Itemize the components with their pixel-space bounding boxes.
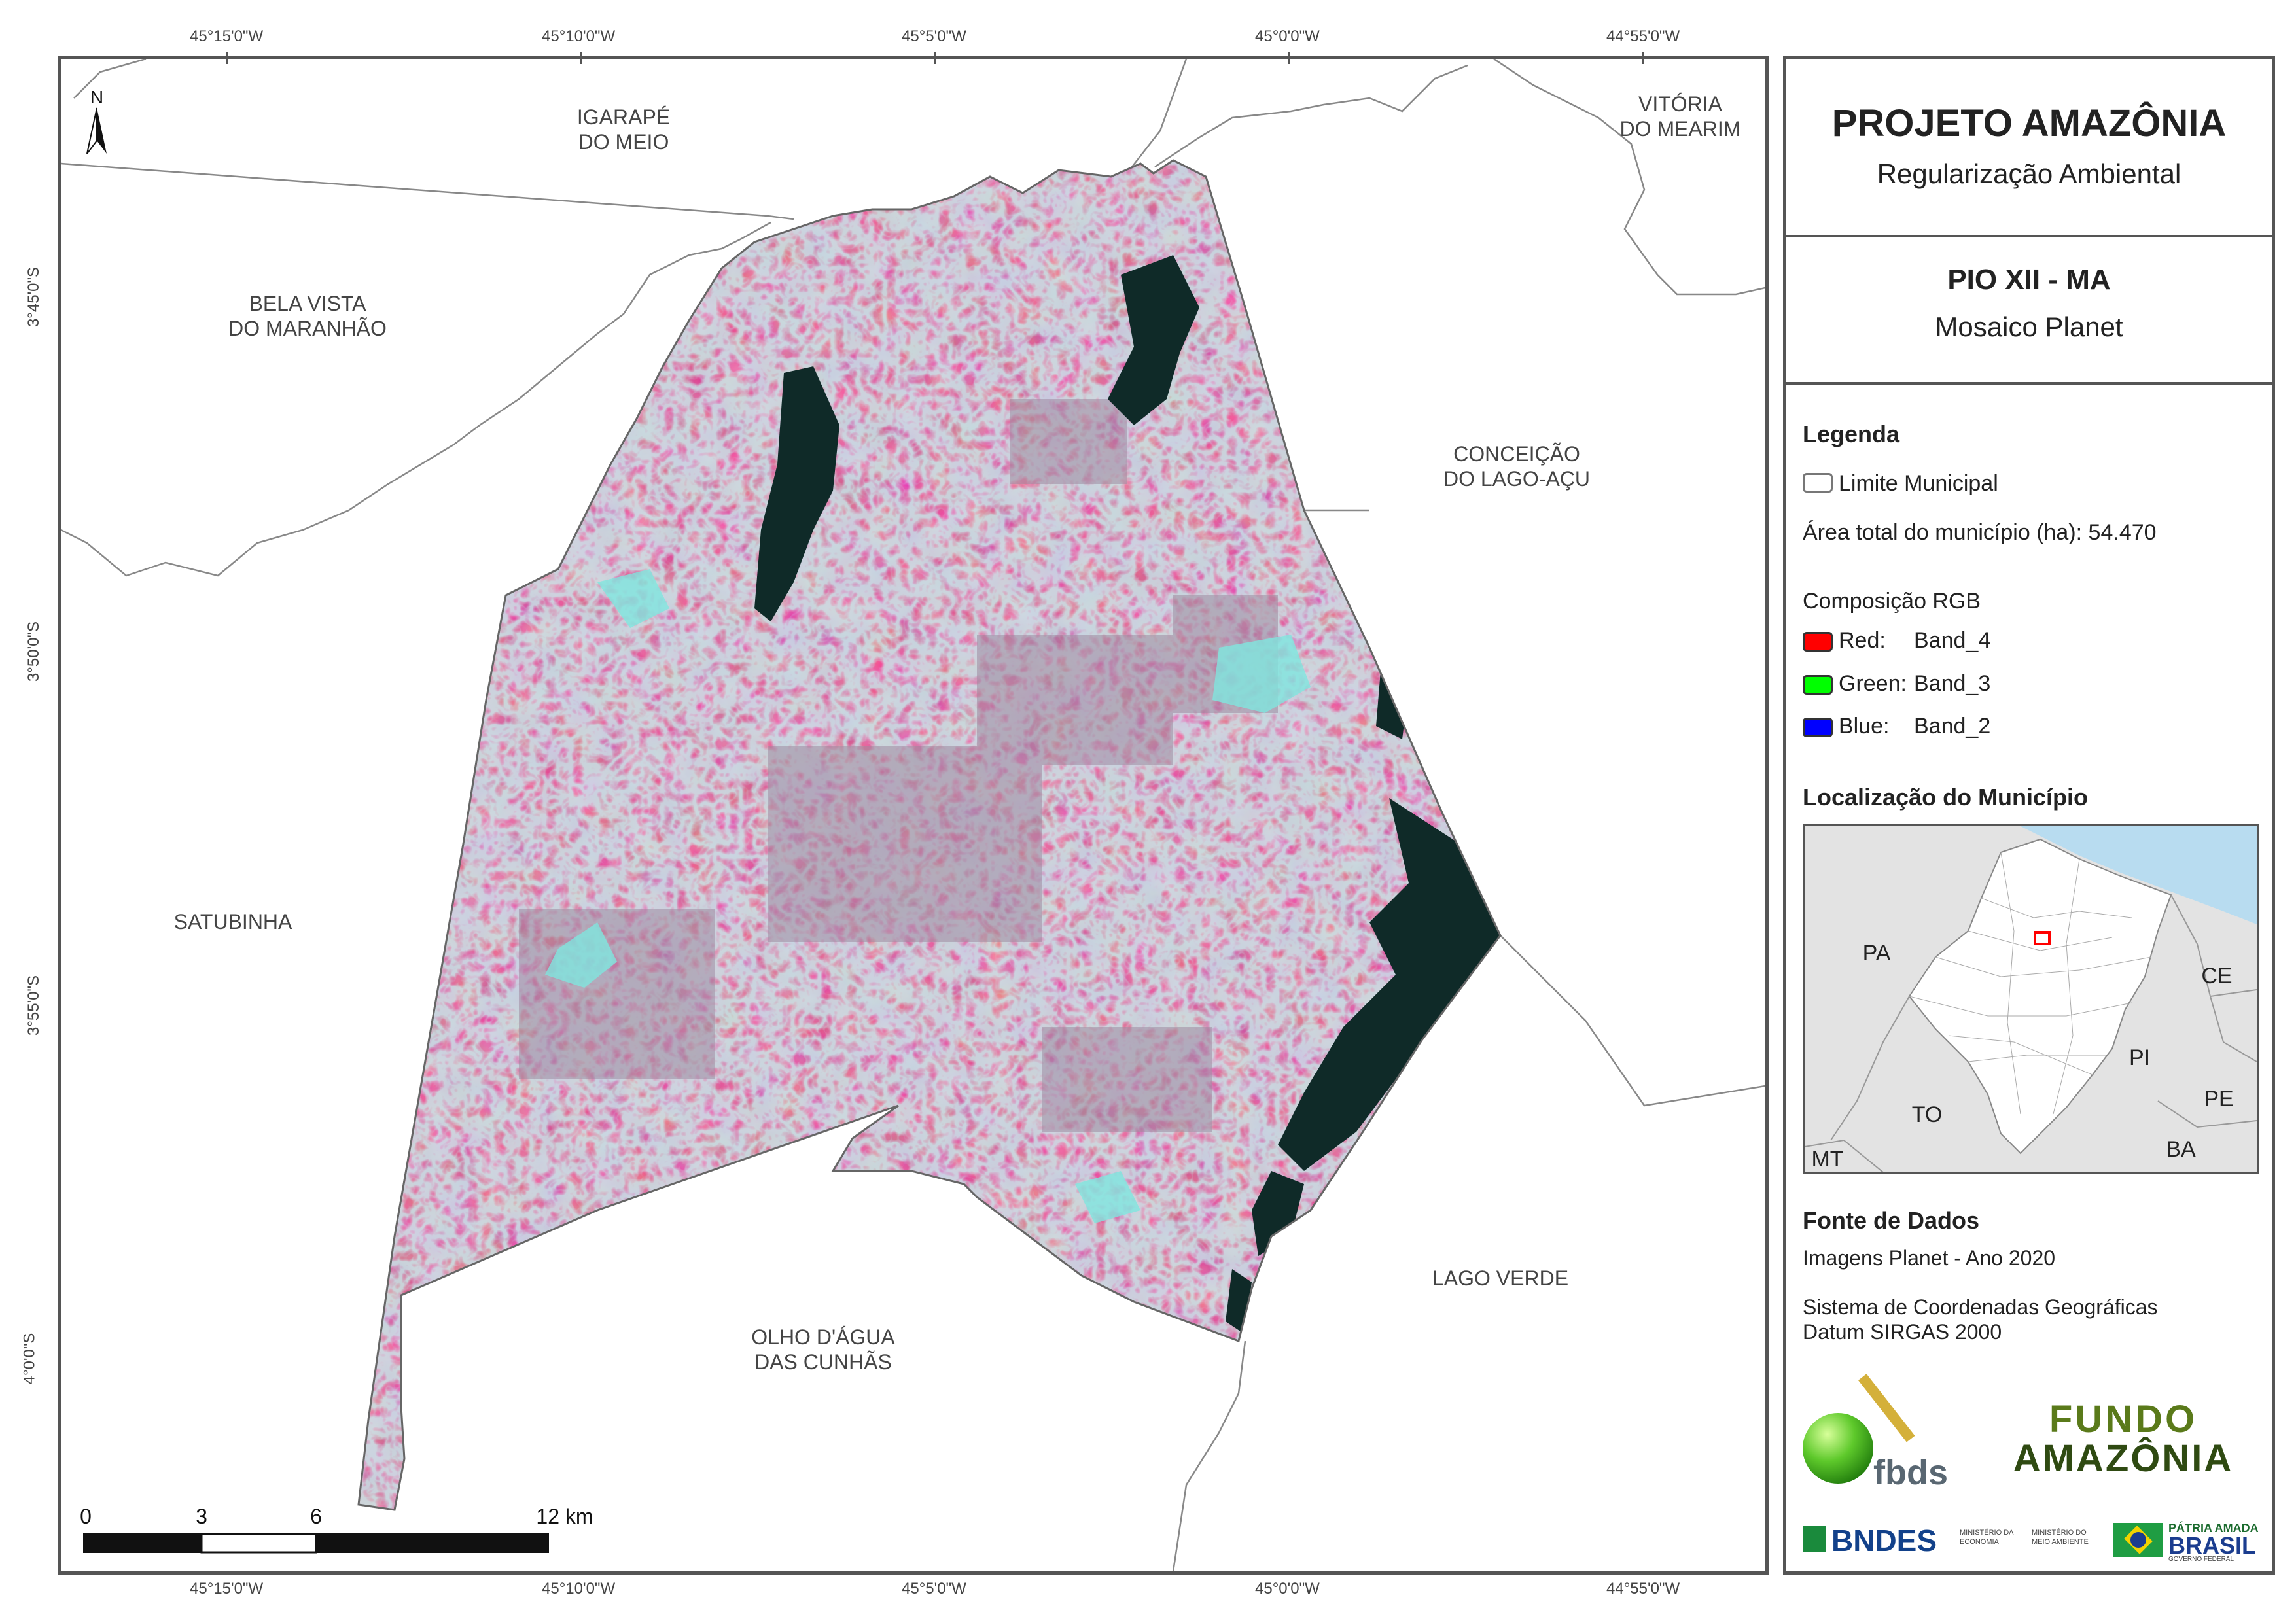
state-label-to: TO	[1912, 1102, 1943, 1127]
governo-federal-text: GOVERNO FEDERAL	[2168, 1556, 2234, 1563]
ministerio-meio-ambiente: MINISTÉRIO DO MEIO AMBIENTE	[2032, 1529, 2089, 1546]
coord-bottom-4: 45°0'0"W	[1255, 1580, 1320, 1597]
fonte-heading: Fonte de Dados	[1803, 1207, 1980, 1234]
green-channel-label: Green:	[1839, 671, 1907, 696]
bndes-icon	[1803, 1526, 1826, 1552]
coord-top-4: 45°0'0"W	[1255, 27, 1320, 45]
coord-left-2: 3°50'0"S	[25, 621, 43, 682]
area-total: Área total do município (ha): 54.470	[1803, 520, 2157, 545]
green-band-swatch	[1803, 675, 1833, 695]
state-label-ce: CE	[2201, 964, 2232, 988]
fbds-logo-text: fbds	[1873, 1453, 1948, 1492]
fonte-images: Imagens Planet - Ano 2020	[1803, 1246, 2056, 1270]
fonte-crs-2: Datum SIRGAS 2000	[1803, 1320, 2002, 1344]
limite-municipal-label: Limite Municipal	[1839, 471, 1998, 496]
ministerio-economia: MINISTÉRIO DA ECONOMIA	[1960, 1529, 2013, 1546]
municipality-title: PIO XII - MA	[1947, 264, 2111, 296]
coord-bottom-3: 45°5'0"W	[902, 1580, 966, 1597]
tick-top-3	[934, 52, 936, 64]
tick-top-4	[1288, 52, 1290, 64]
fundo-amazonia-logo: FUNDO AMAZÔNIA	[1986, 1400, 2261, 1485]
title-section: PROJETO AMAZÔNIA Regularização Ambiental	[1786, 59, 2272, 237]
municipality-section: PIO XII - MA Mosaico Planet	[1786, 237, 2272, 385]
coord-top-3: 45°5'0"W	[902, 27, 966, 45]
label-satubinha: SATUBINHA	[173, 910, 292, 934]
coord-bottom-1: 45°15'0"W	[190, 1580, 264, 1597]
map-canvas: N	[61, 59, 1765, 1571]
municipal-boundaries	[61, 59, 1765, 1571]
label-igarape-do-meio: IGARAPÉ DO MEIO	[576, 105, 671, 154]
bndes-logo: BNDES	[1803, 1523, 1940, 1558]
pio-xii-locator-marker	[2034, 931, 2051, 945]
coord-bottom-2: 45°10'0"W	[542, 1580, 616, 1597]
coord-left-1: 3°45'0"S	[25, 266, 43, 328]
map-frame: N 0 3 6 12 km IGARAPÉ DO MEIO VITÓRIA DO M…	[58, 56, 1769, 1575]
brasil-logo: PÁTRIA AMADA BRASIL GOVERNO FEDERAL	[2113, 1516, 2264, 1563]
state-label-pe: PE	[2204, 1087, 2233, 1111]
scale-label-12km: 12 km	[536, 1505, 593, 1528]
locator-map: PA CE PI PE TO BA MT	[1803, 824, 2259, 1174]
municipality-mosaic	[359, 160, 1500, 1510]
red-band-swatch	[1803, 632, 1833, 652]
blue-band-label: Band_2	[1914, 714, 1991, 739]
coord-top-2: 45°10'0"W	[542, 27, 616, 45]
localizacao-heading: Localização do Município	[1803, 784, 2089, 811]
amazonia-word: AMAZÔNIA	[2013, 1437, 2234, 1480]
coord-left-4: 4°0'0"S	[20, 1333, 39, 1385]
brasil-flag-icon	[2113, 1523, 2163, 1557]
north-arrow: N	[86, 87, 107, 154]
limite-municipal-swatch	[1803, 473, 1833, 493]
coord-left-3: 3°55'0"S	[25, 975, 43, 1036]
municipality-outline	[357, 159, 1502, 1511]
coord-bottom-5: 44°55'0"W	[1606, 1580, 1680, 1597]
fonte-crs-1: Sistema de Coordenadas Geográficas	[1803, 1295, 2158, 1319]
label-conceicao-do-lago-acu: CONCEIÇÃO DO LAGO-AÇU	[1443, 442, 1591, 491]
state-label-pa: PA	[1863, 941, 1891, 966]
label-lago-verde: LAGO VERDE	[1432, 1266, 1569, 1290]
label-bela-vista-do-maranhao: BELA VISTA DO MARANHÃO	[228, 292, 387, 340]
brasil-text: BRASIL	[2168, 1532, 2256, 1559]
state-label-pi: PI	[2129, 1045, 2150, 1070]
north-arrow-label: N	[90, 87, 103, 107]
legend-heading: Legenda	[1803, 421, 1900, 447]
green-band-label: Band_3	[1914, 671, 1991, 696]
mosaic-title: Mosaico Planet	[1935, 311, 2123, 342]
tick-top-1	[226, 52, 228, 64]
bndes-text: BNDES	[1831, 1524, 1937, 1558]
state-label-mt: MT	[1811, 1147, 1843, 1172]
blue-band-swatch	[1803, 718, 1833, 737]
label-vitoria-do-mearim: VITÓRIA DO MEARIM	[1619, 92, 1741, 141]
maranhao-state-shape	[1908, 838, 2172, 1155]
red-channel-label: Red:	[1839, 628, 1886, 653]
fundo-word: FUNDO	[2049, 1398, 2198, 1440]
patria-amada-text: PÁTRIA AMADA	[2168, 1522, 2259, 1535]
red-band-label: Band_4	[1914, 628, 1991, 653]
fbds-logo: fbds	[1803, 1374, 1966, 1492]
scale-label-0: 0	[80, 1505, 92, 1528]
project-title: PROJETO AMAZÔNIA	[1831, 102, 2227, 145]
coord-top-5: 44°55'0"W	[1606, 27, 1680, 45]
blue-channel-label: Blue:	[1839, 714, 1890, 739]
state-label-ba: BA	[2166, 1137, 2196, 1162]
scale-bar	[83, 1533, 549, 1554]
coord-top-1: 45°15'0"W	[190, 27, 264, 45]
legend-panel: PROJETO AMAZÔNIA Regularização Ambiental…	[1783, 56, 2275, 1575]
project-subtitle: Regularização Ambiental	[1877, 158, 2181, 189]
tick-top-2	[580, 52, 582, 64]
fbds-logo-globe	[1803, 1413, 1873, 1484]
label-olho-dagua-das-cunhas: OLHO D'ÁGUA DAS CUNHÃS	[751, 1325, 895, 1374]
scale-label-3: 3	[196, 1505, 207, 1528]
scale-label-6: 6	[310, 1505, 322, 1528]
tick-top-5	[1642, 52, 1644, 64]
rgb-heading: Composição RGB	[1803, 589, 1981, 614]
